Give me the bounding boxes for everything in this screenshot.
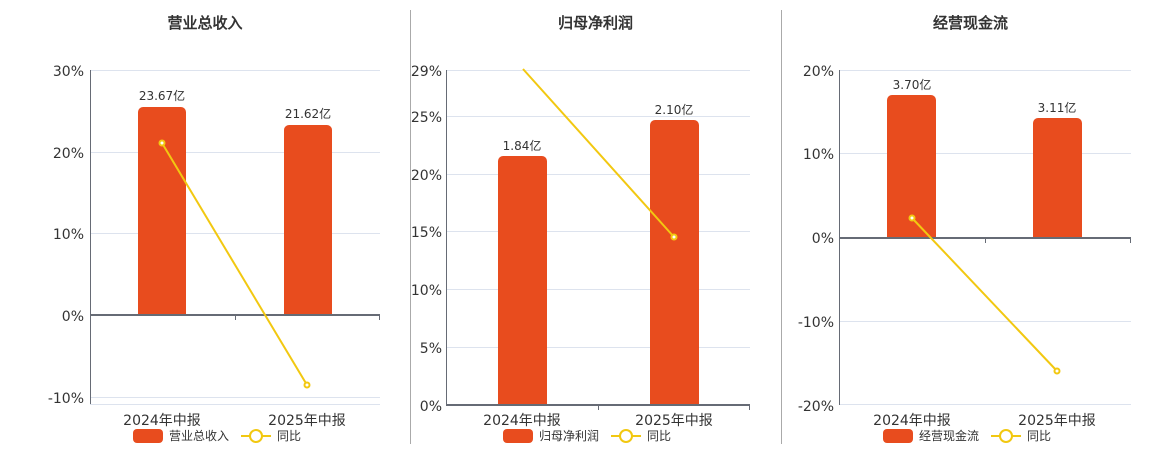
bar-2025[interactable] — [1033, 118, 1082, 238]
chart-plot: 29% 25% 20% 15% 10% 5% 0% 1.84亿 2.10亿 20… — [411, 64, 750, 429]
legend-line-label[interactable]: 同比 — [277, 429, 302, 443]
chart-panel-revenue: 营业总收入 30% 20% 10% 0% -10% 23.67亿 21.62亿 — [0, 0, 410, 450]
legend-bar-label[interactable]: 营业总收入 — [169, 429, 230, 443]
bar-value-label: 2.10亿 — [655, 102, 694, 117]
x-category-label: 2025年中报 — [268, 413, 346, 429]
x-category-label: 2024年中报 — [123, 413, 201, 429]
y-tick-label: 0% — [420, 399, 442, 415]
chart-panel-net-profit: 归母净利润 29% 25% 20% 15% 10% 5% 0% 1.84亿 2.… — [410, 0, 781, 450]
bar-value-label: 1.84亿 — [503, 138, 542, 153]
legend-bar-swatch[interactable] — [133, 428, 163, 443]
legend-bar-swatch[interactable] — [503, 428, 533, 443]
legend-bar-label[interactable]: 经营现金流 — [919, 429, 980, 443]
chart-panel-operating-cash-flow: 经营现金流 20% 10% 0% -10% -20% 3.70亿 3.11亿 2… — [781, 0, 1160, 450]
chart-plot: 30% 20% 10% 0% -10% 23.67亿 21.62亿 2024年中… — [48, 64, 380, 429]
y-tick-label: 20% — [411, 168, 442, 184]
yoy-line — [522, 68, 675, 238]
y-tick-label: -10% — [48, 391, 84, 407]
yoy-point[interactable] — [303, 381, 311, 389]
yoy-line — [161, 142, 308, 386]
bar-2024[interactable] — [887, 95, 936, 238]
x-category-label: 2024年中报 — [873, 413, 951, 429]
y-tick-label: 10% — [411, 283, 442, 299]
x-category-label: 2025年中报 — [1018, 413, 1096, 429]
y-tick-label: 10% — [803, 147, 834, 163]
bar-2025-base — [284, 300, 332, 315]
legend-line-swatch[interactable] — [241, 428, 272, 443]
y-tick-label: 29% — [411, 64, 442, 80]
y-tick-label: 5% — [420, 341, 442, 357]
chart-title: 经营现金流 — [932, 14, 1008, 32]
bar-2024-base — [887, 223, 936, 238]
legend-line-label[interactable]: 同比 — [1027, 429, 1052, 443]
legend-line-swatch[interactable] — [611, 428, 642, 443]
x-category-label: 2025年中报 — [635, 413, 713, 429]
x-category-label: 2024年中报 — [483, 413, 561, 429]
bar-value-label: 3.70亿 — [893, 77, 932, 92]
bar-2024-base — [138, 300, 186, 315]
chart-plot: 20% 10% 0% -10% -20% 3.70亿 3.11亿 2024年中报… — [798, 64, 1131, 429]
bar-2025[interactable] — [284, 125, 332, 315]
legend-bar-label[interactable]: 归母净利润 — [539, 429, 600, 443]
y-tick-label: 10% — [53, 227, 84, 243]
y-tick-label: 15% — [411, 225, 442, 241]
yoy-point[interactable] — [1053, 367, 1061, 375]
legend-bar-swatch[interactable] — [883, 428, 913, 443]
bar-value-label: 23.67亿 — [139, 88, 185, 103]
y-tick-label: 25% — [411, 110, 442, 126]
bar-2024[interactable] — [498, 156, 547, 405]
chart-title: 归母净利润 — [557, 14, 633, 32]
legend-line-swatch[interactable] — [991, 428, 1022, 443]
y-tick-label: 20% — [803, 64, 834, 80]
y-tick-label: 0% — [812, 231, 834, 247]
yoy-point[interactable] — [908, 214, 916, 222]
legend-line-label[interactable]: 同比 — [647, 429, 672, 443]
chart-title: 营业总收入 — [167, 14, 243, 32]
y-tick-label: -10% — [798, 315, 834, 331]
bar-2024[interactable] — [138, 107, 186, 315]
y-tick-label: -20% — [798, 399, 834, 415]
legend: 经营现金流 同比 — [883, 427, 1051, 444]
bar-value-label: 21.62亿 — [285, 106, 331, 121]
panel-divider — [781, 10, 782, 444]
y-tick-label: 30% — [53, 64, 84, 80]
yoy-point[interactable] — [158, 139, 166, 147]
bar-2025[interactable] — [650, 120, 699, 405]
bar-value-label: 3.11亿 — [1038, 100, 1077, 115]
legend: 营业总收入 同比 — [133, 427, 301, 444]
yoy-point[interactable] — [670, 233, 678, 241]
yoy-line — [911, 217, 1058, 372]
gridlines — [446, 70, 750, 348]
bar-2025-base — [650, 390, 699, 405]
panel-divider — [410, 10, 411, 444]
legend: 归母净利润 同比 — [503, 427, 671, 444]
bar-2024-base — [498, 390, 547, 405]
y-tick-label: 20% — [53, 146, 84, 162]
y-tick-label: 0% — [62, 309, 84, 325]
bar-2025-base — [1033, 223, 1082, 238]
gridlines — [90, 70, 380, 405]
